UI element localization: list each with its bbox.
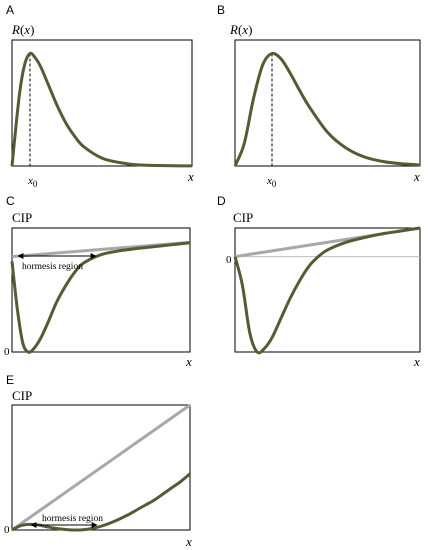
panel-c: C CIP hormesis region 0 x (4, 194, 192, 369)
panel-a-x0-tick-label: x0 (27, 175, 38, 189)
panel-d-zero-tick-label: 0 (226, 254, 232, 266)
panel-c-curve (10, 241, 191, 354)
panel-letter-c: C (6, 194, 15, 208)
panel-b-x0-tick-label: x0 (266, 175, 277, 189)
panel-e-reference-line (11, 403, 191, 532)
panel-e: E CIP hormesis region 0 x (4, 373, 192, 549)
panel-b-frame (234, 39, 421, 167)
panel-letter-a: A (6, 3, 14, 17)
panel-d: D CIP 0 x (217, 194, 421, 369)
panel-a: A R(x) x0 x (6, 3, 194, 189)
panel-d-xlabel: x (413, 354, 420, 369)
panel-a-ylabel: R(x) (11, 22, 34, 37)
panel-e-hormesis-label: hormesis region (42, 514, 103, 524)
panel-letter-e: E (6, 373, 14, 387)
panel-c-zero-tick-label: 0 (4, 346, 10, 358)
panel-d-ylabel: CIP (233, 210, 253, 225)
panel-b-xlabel: x (413, 169, 420, 184)
panel-a-curve (10, 51, 193, 168)
panel-e-zero-tick-label: 0 (4, 524, 10, 536)
panel-b-curve (233, 51, 421, 167)
panel-d-curve (233, 226, 421, 355)
panel-c-xlabel: x (185, 354, 192, 369)
panel-a-frame (11, 39, 193, 167)
panel-a-xlabel: x (187, 169, 194, 184)
panel-c-frame (11, 227, 191, 353)
panel-c-hormesis-label: hormesis region (22, 262, 83, 272)
panel-d-frame (234, 227, 421, 353)
panel-e-ylabel: CIP (12, 388, 32, 403)
panel-c-ylabel: CIP (12, 210, 32, 225)
panel-e-xlabel: x (185, 534, 192, 549)
panel-b-ylabel: R(x) (229, 22, 252, 37)
panel-b: B R(x) x0 x (217, 3, 421, 189)
panel-letter-d: D (217, 194, 226, 208)
panel-letter-b: B (217, 3, 225, 17)
panel-e-frame (11, 404, 191, 531)
